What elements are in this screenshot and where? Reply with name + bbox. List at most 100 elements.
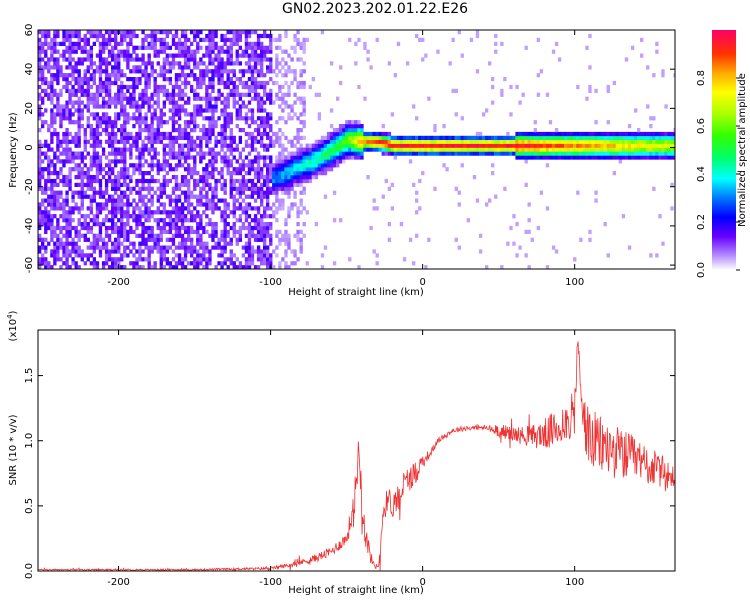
heatmap-cell	[38, 49, 42, 54]
heatmap-cell	[250, 245, 255, 250]
heatmap-cell	[104, 80, 109, 86]
heatmap-cell	[439, 135, 443, 141]
heatmap-cell	[561, 139, 565, 144]
heatmap-cell	[111, 249, 115, 254]
heatmap-cell	[117, 245, 121, 250]
heatmap-cell	[107, 84, 112, 90]
heatmap-cell	[62, 175, 66, 180]
heatmap-cell	[260, 257, 264, 262]
heatmap-cell	[129, 37, 133, 43]
heatmap-cell	[506, 135, 510, 141]
heatmap-cell	[77, 143, 81, 148]
heatmap-cell	[664, 139, 668, 144]
heatmap-cell	[65, 131, 69, 137]
heatmap-cell	[208, 186, 212, 191]
heatmap-cell	[232, 167, 236, 172]
heatmap-cell	[485, 108, 489, 113]
heatmap-cell	[92, 190, 97, 195]
heatmap-cell	[59, 92, 63, 97]
heatmap-cell	[101, 222, 106, 227]
heatmap-cell	[193, 73, 197, 78]
heatmap-cell	[512, 241, 516, 246]
heatmap-cell	[299, 147, 303, 152]
heatmap-cell	[107, 33, 112, 39]
heatmap-cell	[217, 241, 221, 246]
heatmap-cell	[187, 178, 191, 184]
heatmap-cell	[129, 155, 133, 160]
heatmap-cell	[138, 241, 142, 246]
heatmap-cell	[104, 37, 109, 43]
heatmap-cell	[600, 155, 604, 160]
heatmap-cell	[202, 194, 206, 199]
heatmap-cell	[655, 135, 659, 141]
heatmap-cell	[263, 116, 267, 121]
heatmap-cell	[223, 261, 227, 266]
heatmap-cell	[284, 171, 288, 176]
heatmap-cell	[120, 69, 124, 74]
heatmap-cell	[247, 135, 252, 141]
heatmap-cell	[83, 33, 87, 39]
heatmap-cell	[165, 53, 170, 58]
heatmap-cell	[509, 143, 513, 148]
heatmap-cell	[214, 143, 218, 148]
heatmap-cell	[217, 88, 221, 94]
heatmap-cell	[311, 77, 316, 82]
heatmap-cell	[50, 182, 54, 188]
heatmap-cell	[159, 45, 163, 50]
heatmap-cell	[272, 202, 276, 207]
heatmap-cell	[524, 147, 528, 152]
heatmap-cell	[171, 210, 176, 215]
heatmap-cell	[548, 139, 553, 144]
heatmap-cell	[415, 233, 419, 238]
heatmap-cell	[463, 143, 468, 148]
heatmap-cell	[98, 182, 103, 188]
heatmap-cell	[594, 151, 598, 156]
heatmap-cell	[263, 88, 267, 94]
heatmap-cell	[98, 206, 103, 211]
heatmap-cell	[229, 131, 233, 137]
heatmap-cell	[165, 96, 170, 101]
heatmap-cell	[44, 92, 48, 97]
heatmap-cell	[183, 237, 188, 242]
heatmap-cell	[630, 147, 635, 152]
heatmap-cell	[238, 45, 243, 50]
heatmap-cell	[424, 53, 428, 58]
heatmap-cell	[138, 147, 142, 152]
heatmap-cell	[223, 120, 227, 125]
heatmap-cell	[345, 139, 349, 144]
heatmap-cell	[247, 69, 252, 74]
heatmap-cell	[168, 202, 173, 207]
heatmap-cell	[266, 131, 270, 137]
heatmap-cell	[223, 96, 227, 101]
heatmap-cell	[640, 151, 644, 156]
heatmap-cell	[545, 135, 550, 141]
heatmap-cell	[138, 155, 142, 160]
heatmap-cell	[59, 178, 63, 184]
heatmap-cell	[278, 135, 282, 141]
heatmap-cell	[557, 139, 562, 144]
heatmap-cell	[208, 202, 212, 207]
heatmap-cell	[624, 151, 629, 156]
heatmap-cell	[603, 131, 607, 137]
heatmap-cell	[83, 233, 87, 238]
heatmap-cell	[238, 233, 243, 238]
heatmap-cell	[597, 135, 601, 141]
heatmap-cell	[156, 131, 160, 137]
heatmap-cell	[38, 128, 42, 133]
heatmap-cell	[38, 139, 42, 144]
heatmap-cell	[123, 151, 127, 156]
heatmap-cell	[174, 175, 179, 180]
heatmap-cell	[177, 147, 182, 152]
heatmap-cell	[220, 167, 224, 172]
heatmap-cell	[114, 151, 118, 156]
heatmap-cell	[263, 222, 267, 227]
heatmap-cell	[193, 65, 197, 70]
heatmap-cell	[104, 100, 109, 105]
heatmap-cell	[564, 147, 568, 152]
heatmap-cell	[515, 253, 519, 258]
heatmap-cell	[363, 143, 367, 148]
heatmap-cell	[320, 253, 325, 258]
heatmap-cell	[238, 167, 243, 172]
heatmap-cell	[339, 65, 343, 70]
heatmap-cell	[220, 237, 224, 242]
